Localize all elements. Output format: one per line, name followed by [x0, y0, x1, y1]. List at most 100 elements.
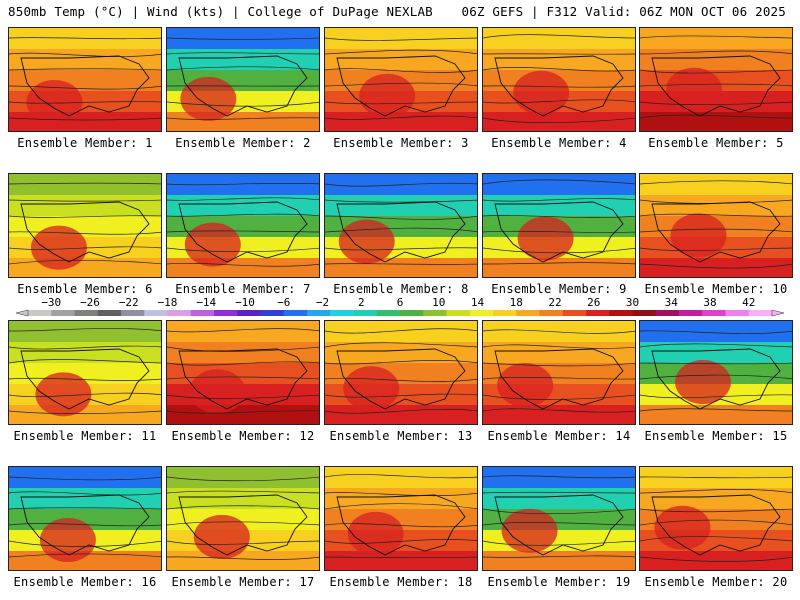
- member-caption: Ensemble Member: 9: [491, 282, 627, 296]
- height-contour: [640, 374, 792, 380]
- height-contour: [325, 539, 477, 544]
- temp-band: [325, 342, 477, 364]
- colorbar-segment: [562, 310, 587, 316]
- us-outline: [20, 55, 150, 117]
- colorbar-segment: [353, 310, 378, 316]
- height-contour: [9, 328, 161, 332]
- height-contour: [483, 230, 635, 233]
- height-contour: [483, 247, 635, 254]
- height-contour: [9, 182, 161, 185]
- ensemble-member-map: [166, 173, 320, 278]
- colorbar-tick-label: −22: [118, 296, 139, 309]
- colorbar-segment: [74, 310, 99, 316]
- height-contour: [9, 37, 161, 40]
- temp-band: [325, 195, 477, 217]
- temperature-field: [167, 174, 319, 277]
- us-outline: [651, 201, 781, 263]
- colorbar-tick-label: 2: [357, 296, 365, 309]
- height-contour: [167, 52, 319, 55]
- height-contour: [640, 101, 792, 106]
- height-contour: [167, 230, 319, 233]
- colorbar-segment: [446, 310, 471, 316]
- colorbar-segment: [51, 310, 75, 316]
- colorbar-tick-label: 34: [664, 296, 678, 309]
- colorbar-segment: [748, 310, 773, 316]
- height-contour: [483, 376, 635, 380]
- temp-band: [325, 467, 477, 489]
- height-contour: [167, 476, 319, 482]
- height-contour: [9, 101, 161, 104]
- height-contour: [167, 197, 319, 201]
- colorbar-tick-label: 42: [742, 296, 756, 309]
- colorbar-segment: [679, 310, 703, 316]
- height-contour: [325, 37, 477, 41]
- temperature-field: [483, 467, 635, 570]
- temp-band: [167, 174, 319, 196]
- colorbar-segment: [167, 310, 192, 316]
- colorbar-tick-label: −2: [315, 296, 330, 309]
- height-contour: [483, 394, 635, 400]
- temp-band: [167, 467, 319, 489]
- temp-band: [640, 342, 792, 364]
- temp-band: [9, 49, 161, 71]
- colorbar-segment: [586, 310, 610, 316]
- colorbar-segment: [655, 310, 680, 316]
- height-contour: [167, 410, 319, 414]
- height-contour: [325, 523, 477, 528]
- colorbar-segment: [190, 310, 215, 316]
- warm-anomaly: [670, 213, 727, 258]
- member-caption: Ensemble Member: 6: [17, 282, 153, 296]
- height-contour: [483, 540, 635, 546]
- height-contour: [325, 82, 477, 87]
- temperature-field: [167, 28, 319, 131]
- temperature-field: [640, 467, 792, 570]
- colorbar-segment: [609, 310, 633, 316]
- colorbar-segment: [632, 310, 657, 316]
- temp-band: [167, 195, 319, 217]
- height-contour: [640, 247, 792, 251]
- height-contour: [640, 394, 792, 399]
- colorbar-tick-label: 30: [625, 296, 640, 309]
- warm-anomaly: [666, 67, 723, 112]
- height-contour: [640, 228, 792, 233]
- temp-band: [640, 405, 792, 424]
- height-contour: [640, 50, 792, 55]
- ensemble-member-map: [639, 27, 793, 132]
- temp-band: [325, 28, 477, 50]
- colorbar-tick-label: −26: [80, 296, 100, 309]
- height-contour: [167, 101, 319, 107]
- temp-band: [640, 174, 792, 196]
- member-caption: Ensemble Member: 14: [487, 429, 631, 443]
- member-caption: Ensemble Member: 1: [17, 136, 153, 150]
- temp-band: [640, 195, 792, 217]
- colorbar-tick-label: 14: [470, 296, 485, 309]
- height-contour: [9, 553, 161, 558]
- colorbar-segment: [121, 310, 145, 316]
- temp-band: [167, 488, 319, 510]
- height-contour: [325, 115, 477, 120]
- temp-band: [325, 258, 477, 277]
- member-caption: Ensemble Member: 10: [644, 282, 788, 296]
- warm-anomaly: [501, 508, 558, 553]
- warm-anomaly: [184, 222, 241, 267]
- height-contour: [325, 342, 477, 348]
- temp-band: [640, 112, 792, 131]
- member-caption: Ensemble Member: 19: [487, 575, 631, 589]
- temp-band: [483, 112, 635, 131]
- temp-band: [483, 195, 635, 217]
- height-contour: [640, 330, 792, 334]
- warm-anomaly: [35, 372, 92, 417]
- height-contour: [640, 263, 792, 269]
- height-contour: [325, 49, 477, 55]
- height-contour: [483, 555, 635, 558]
- ensemble-member-map: [482, 466, 636, 571]
- height-contour: [167, 247, 319, 253]
- ensemble-member-map: [324, 320, 478, 425]
- temp-band: [325, 488, 477, 510]
- colorbar-tick-label: 26: [587, 296, 601, 309]
- height-contour: [167, 361, 319, 366]
- temp-band: [325, 112, 477, 131]
- colorbar-tick-label: −14: [196, 296, 217, 309]
- temperature-field: [483, 321, 635, 424]
- height-contour: [325, 227, 477, 233]
